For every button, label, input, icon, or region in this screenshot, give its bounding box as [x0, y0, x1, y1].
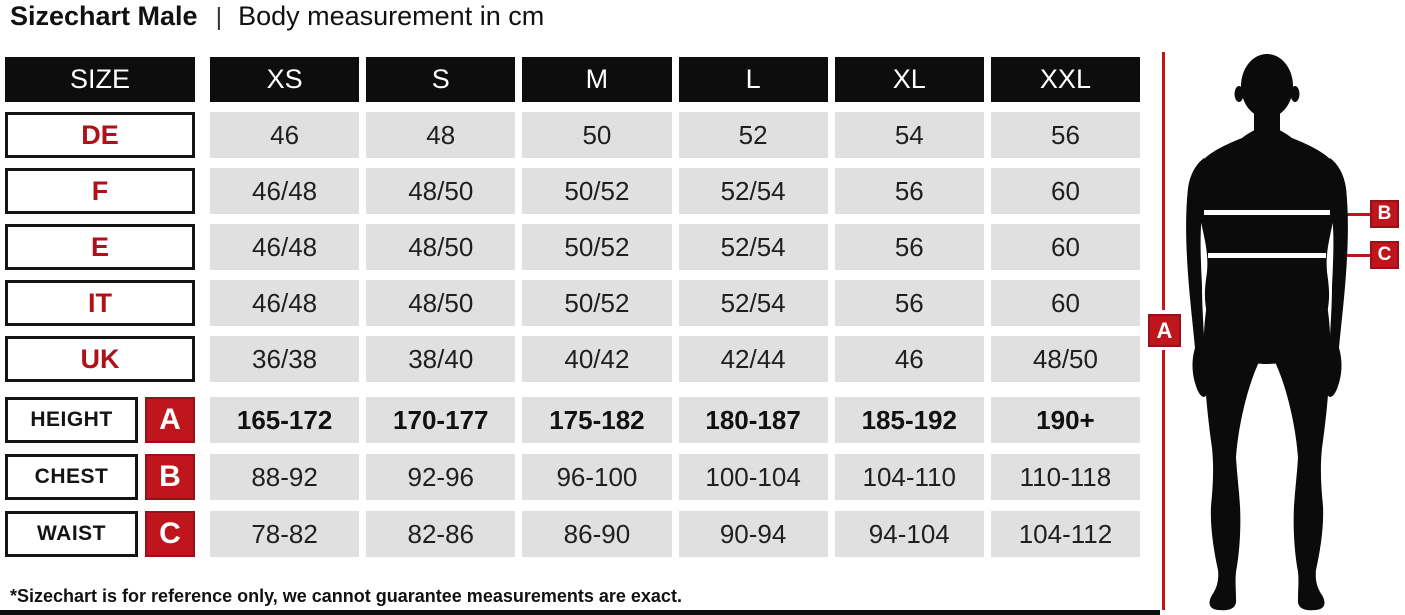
column-header-s: S [366, 57, 516, 102]
cell-f-l: 52/54 [678, 168, 828, 214]
column-header-xl: XL [834, 57, 984, 102]
cell-e-l: 52/54 [678, 224, 828, 270]
cell-waist-xl: 94-104 [834, 511, 984, 557]
cell-waist-l: 90-94 [678, 511, 828, 557]
cell-chest-xl: 104-110 [834, 454, 984, 500]
cell-f-xs: 46/48 [210, 168, 360, 214]
cell-chest-l: 100-104 [678, 454, 828, 500]
cell-f-xl: 56 [834, 168, 984, 214]
cell-e-xs: 46/48 [210, 224, 360, 270]
cell-chest-xxl: 110-118 [990, 454, 1141, 500]
row-label-de: DE [5, 112, 195, 158]
height-measure-line-top [1162, 52, 1165, 310]
title-separator: | [215, 3, 223, 31]
row-label-waist: WAIST [5, 511, 138, 557]
cell-waist-xxl: 104-112 [990, 511, 1141, 557]
title-main: Sizechart Male [10, 1, 198, 31]
cell-it-xl: 56 [834, 280, 984, 326]
cell-waist-s: 82-86 [366, 511, 516, 557]
cell-it-l: 52/54 [678, 280, 828, 326]
size-header-cell: SIZE [5, 57, 195, 102]
cell-uk-xs: 36/38 [210, 336, 360, 382]
bottom-divider-bar [0, 610, 1160, 615]
height-measure-line-bottom [1162, 350, 1165, 610]
row-label-chest: CHEST [5, 454, 138, 500]
size-table: SIZE XS S M L XL XXL DE 46 48 50 52 54 5… [5, 57, 1141, 568]
cell-chest-s: 92-96 [366, 454, 516, 500]
cell-f-s: 48/50 [366, 168, 516, 214]
cell-e-xl: 56 [834, 224, 984, 270]
table-row-de: DE 46 48 50 52 54 56 [5, 112, 1141, 158]
cell-de-s: 48 [366, 112, 516, 158]
cell-de-xl: 54 [834, 112, 984, 158]
column-header-xxl: XXL [990, 57, 1141, 102]
cell-height-m: 175-182 [522, 397, 672, 443]
figure-marker-a-badge: A [1148, 314, 1181, 347]
height-marker-a-badge: A [145, 397, 195, 443]
row-label-e: E [5, 224, 195, 270]
cell-waist-m: 86-90 [522, 511, 672, 557]
cell-f-xxl: 60 [990, 168, 1141, 214]
chest-line [1204, 210, 1330, 215]
table-header-row: SIZE XS S M L XL XXL [5, 57, 1141, 102]
waist-connector-line [1347, 254, 1371, 257]
column-header-xs: XS [210, 57, 360, 102]
table-row-e: E 46/48 48/50 50/52 52/54 56 60 [5, 224, 1141, 270]
cell-height-xl: 185-192 [834, 397, 984, 443]
cell-waist-xs: 78-82 [210, 511, 360, 557]
table-row-waist: WAIST C 78-82 82-86 86-90 90-94 94-104 1… [5, 511, 1141, 557]
cell-it-xxl: 60 [990, 280, 1141, 326]
column-header-m: M [522, 57, 672, 102]
table-row-uk: UK 36/38 38/40 40/42 42/44 46 48/50 [5, 336, 1141, 382]
page-title: Sizechart Male | Body measurement in cm [10, 1, 544, 32]
waist-line [1208, 253, 1326, 258]
cell-f-m: 50/52 [522, 168, 672, 214]
table-row-f: F 46/48 48/50 50/52 52/54 56 60 [5, 168, 1141, 214]
disclaimer-text: *Sizechart is for reference only, we can… [10, 586, 682, 606]
row-label-it: IT [5, 280, 195, 326]
cell-de-xxl: 56 [990, 112, 1141, 158]
cell-it-s: 48/50 [366, 280, 516, 326]
cell-it-xs: 46/48 [210, 280, 360, 326]
table-row-it: IT 46/48 48/50 50/52 52/54 56 60 [5, 280, 1141, 326]
cell-height-xs: 165-172 [210, 397, 360, 443]
figure-marker-c-badge: C [1370, 241, 1399, 269]
cell-e-m: 50/52 [522, 224, 672, 270]
row-label-uk: UK [5, 336, 195, 382]
cell-e-xxl: 60 [990, 224, 1141, 270]
title-subtitle: Body measurement in cm [238, 1, 545, 31]
cell-chest-m: 96-100 [522, 454, 672, 500]
cell-uk-xxl: 48/50 [990, 336, 1141, 382]
row-label-height: HEIGHT [5, 397, 138, 443]
cell-de-xs: 46 [210, 112, 360, 158]
row-label-f: F [5, 168, 195, 214]
cell-uk-xl: 46 [834, 336, 984, 382]
cell-de-m: 50 [522, 112, 672, 158]
table-row-height: HEIGHT A 165-172 170-177 175-182 180-187… [5, 397, 1141, 443]
table-row-chest: CHEST B 88-92 92-96 96-100 100-104 104-1… [5, 454, 1141, 500]
chest-marker-b-badge: B [145, 454, 195, 500]
cell-height-xxl: 190+ [990, 397, 1141, 443]
cell-height-l: 180-187 [678, 397, 828, 443]
cell-it-m: 50/52 [522, 280, 672, 326]
cell-uk-s: 38/40 [366, 336, 516, 382]
cell-uk-l: 42/44 [678, 336, 828, 382]
male-body-silhouette-icon [1186, 54, 1348, 611]
cell-de-l: 52 [678, 112, 828, 158]
column-header-l: L [678, 57, 828, 102]
cell-e-s: 48/50 [366, 224, 516, 270]
cell-chest-xs: 88-92 [210, 454, 360, 500]
figure-marker-b-badge: B [1370, 200, 1399, 228]
cell-height-s: 170-177 [366, 397, 516, 443]
chest-connector-line [1347, 213, 1371, 216]
header-cells: XS S M L XL XXL [210, 57, 1141, 102]
waist-marker-c-badge: C [145, 511, 195, 557]
cell-uk-m: 40/42 [522, 336, 672, 382]
